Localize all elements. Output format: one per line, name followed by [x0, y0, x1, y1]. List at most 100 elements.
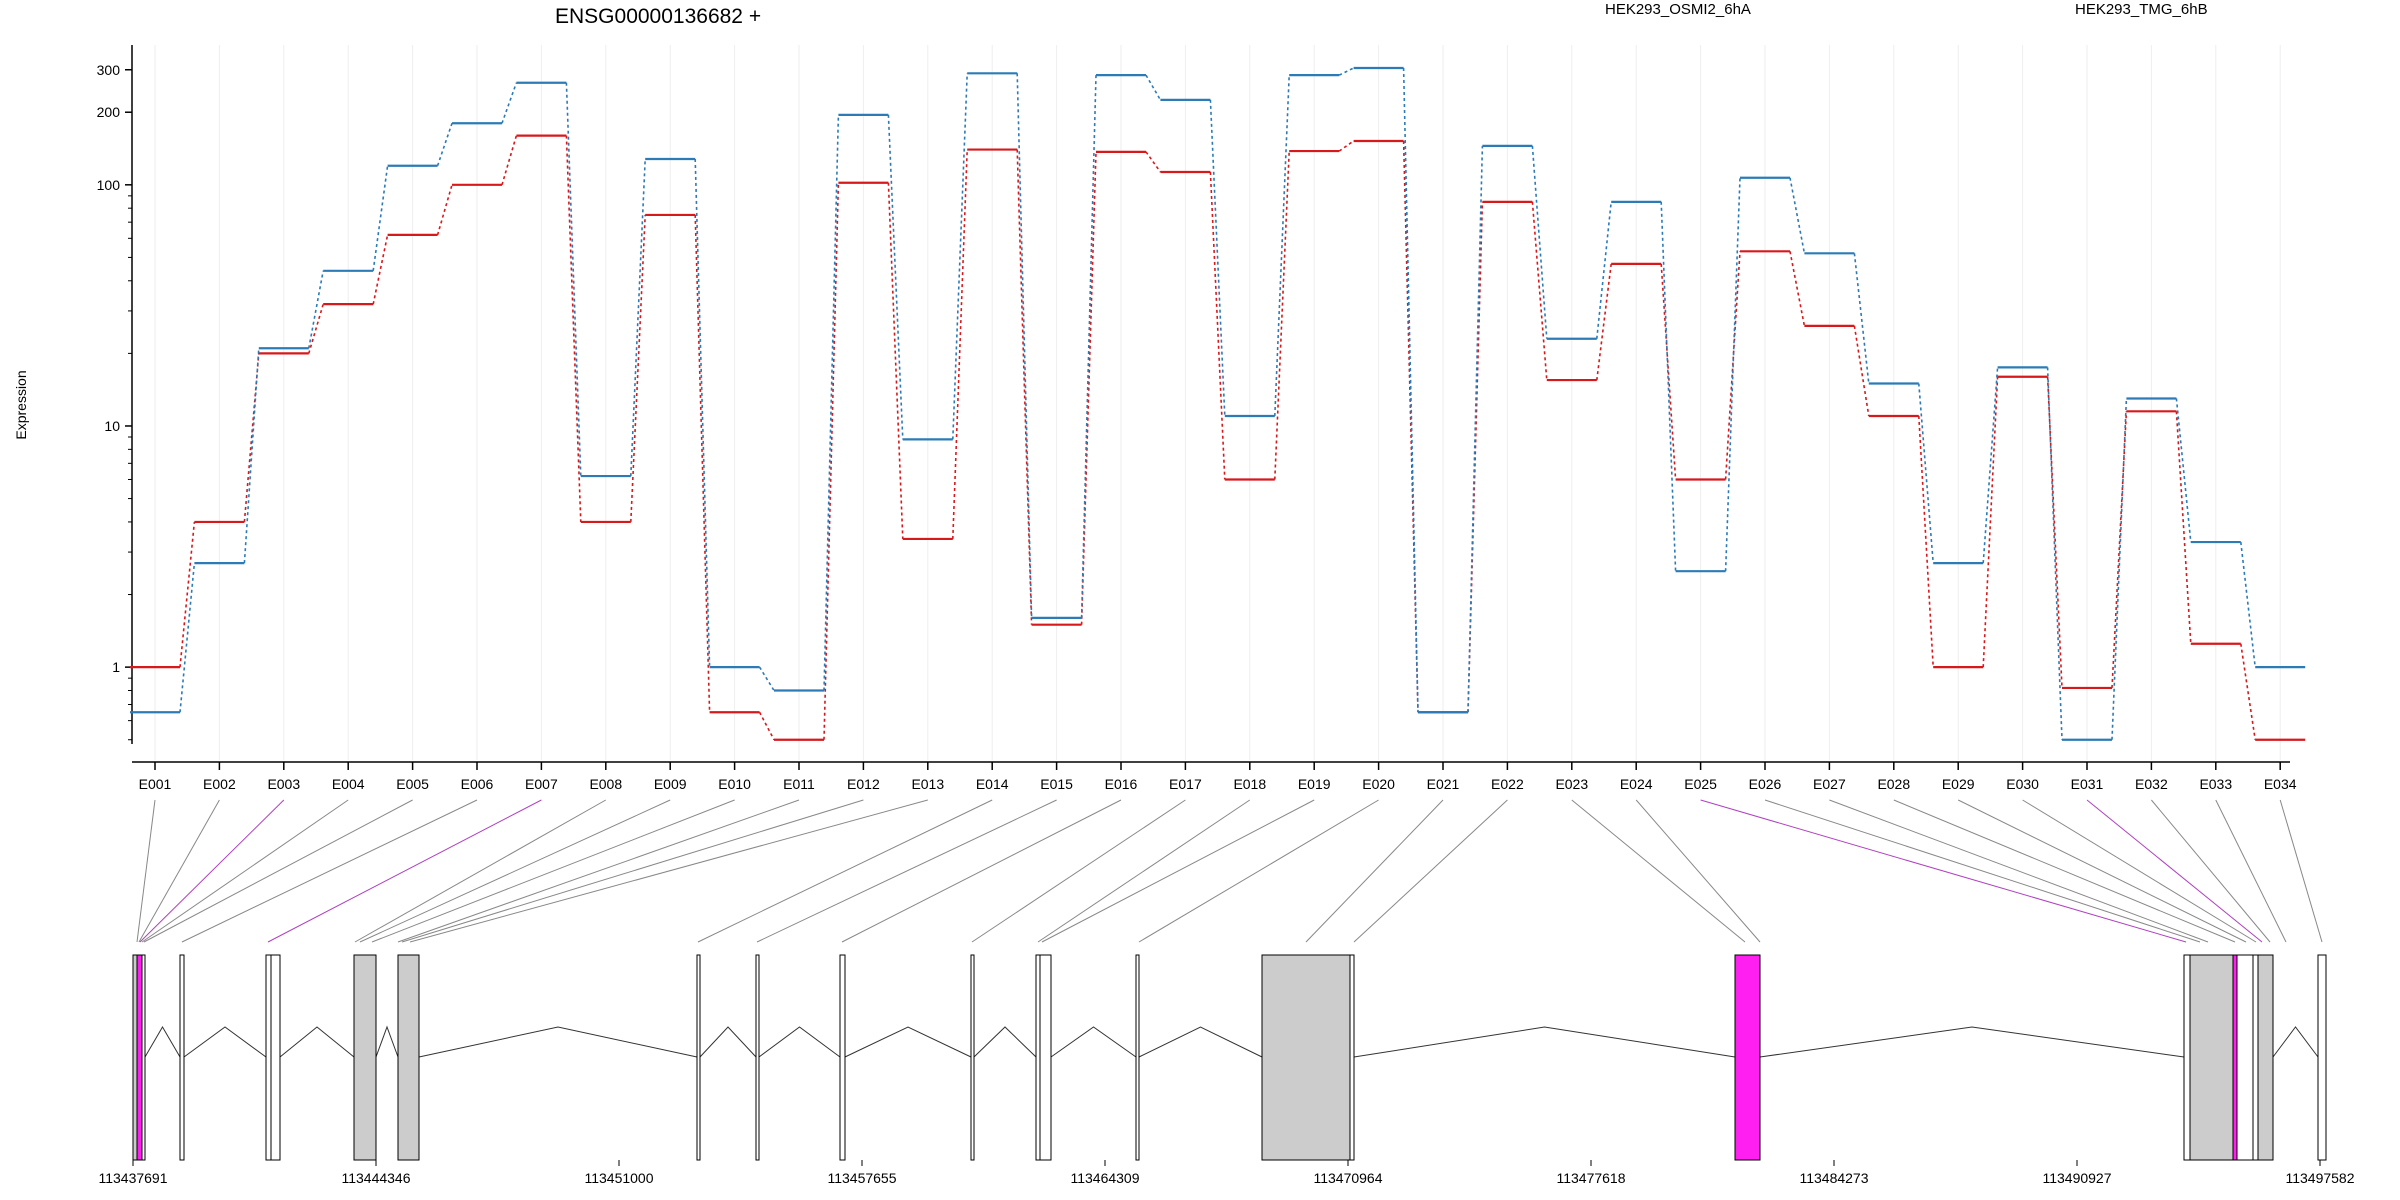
- x-tick-label: E001: [139, 776, 172, 792]
- exon-box: [970, 954, 975, 1161]
- x-tick-label: E022: [1491, 776, 1524, 792]
- series-connector: [2240, 541, 2256, 668]
- x-tick-label: E010: [718, 776, 751, 792]
- series-connector: [1596, 263, 1612, 381]
- exon-connector: [1829, 799, 2209, 943]
- exon-box: [1035, 954, 1041, 1161]
- series-connector: [2111, 398, 2128, 740]
- series-connector: [1145, 151, 1162, 173]
- exon-connector: [2151, 799, 2271, 943]
- y-tick-label: 200: [97, 104, 121, 120]
- series-connector: [436, 123, 453, 166]
- exon-connector-lines: [136, 799, 2323, 943]
- series-connector: [1596, 201, 1612, 339]
- x-tick-label: E003: [267, 776, 300, 792]
- exon-box: [2232, 954, 2238, 1161]
- exon-connector: [2279, 799, 2323, 943]
- intron-line: [973, 1026, 1037, 1058]
- series-connector: [1531, 145, 1548, 339]
- exon-connector: [1635, 799, 1761, 943]
- exon-connector: [2022, 799, 2257, 943]
- exon-box: [397, 954, 420, 1161]
- x-tick-label: E005: [396, 776, 429, 792]
- exon-box: [2257, 954, 2274, 1161]
- intron-line: [2272, 1026, 2319, 1058]
- series-connector: [1402, 140, 1419, 713]
- exon-connector: [136, 799, 156, 943]
- exon-box: [1349, 954, 1355, 1161]
- x-tick-label: E021: [1427, 776, 1460, 792]
- series-connector: [1402, 68, 1419, 713]
- exon-connector: [138, 799, 220, 943]
- exon-connector: [1764, 799, 2201, 943]
- intron-line: [758, 1026, 841, 1058]
- series-connector: [952, 149, 968, 539]
- x-axis: E001 E002 E003 E004 E005 E006 E007 E008 E009 E010…: [132, 761, 2297, 792]
- series-connector: [952, 73, 968, 440]
- series-connector: [1789, 251, 1806, 327]
- intron-line: [375, 1025, 399, 1058]
- exon-connector: [354, 799, 607, 943]
- series-connector: [2240, 643, 2256, 740]
- series-connector: [1274, 75, 1290, 417]
- x-tick-label: E032: [2135, 776, 2168, 792]
- coordinate-tick-label: 113437691: [98, 1170, 167, 1186]
- y-tick-label: 100: [97, 177, 121, 193]
- intron-line: [1138, 1026, 1263, 1058]
- x-tick-label: E019: [1298, 776, 1331, 792]
- exon-connector: [2086, 799, 2263, 943]
- exon-box: [696, 954, 701, 1161]
- exon-box: [1039, 954, 1052, 1161]
- x-tick-label: E009: [654, 776, 687, 792]
- exon-box: [755, 954, 760, 1161]
- series-HEK293_TMG_6hB: [130, 66, 2306, 741]
- legend-label-series-1: HEK293_OSMI2_6hA: [1605, 1, 1751, 18]
- series-connector: [694, 214, 711, 713]
- series-connector: [2046, 376, 2063, 688]
- exon-connector: [409, 799, 928, 943]
- vertical-gridlines: [154, 45, 2281, 760]
- series-connector: [1338, 67, 1354, 76]
- series-connector: [436, 184, 453, 236]
- series-connector: [2175, 398, 2192, 543]
- x-tick-label: E014: [976, 776, 1009, 792]
- series-connector: [308, 303, 324, 354]
- series-connector: [1853, 253, 1870, 384]
- coordinate-tick-label: 113464309: [1070, 1170, 1139, 1186]
- series-connector: [758, 666, 775, 691]
- exon-connector: [143, 799, 413, 943]
- series-connector: [1660, 201, 1677, 572]
- series-connector: [823, 182, 840, 740]
- exon-connector: [2215, 799, 2287, 943]
- coordinate-tick-label: 113444346: [341, 1170, 410, 1186]
- series-connector: [1789, 177, 1806, 254]
- x-tick-label: E016: [1105, 776, 1138, 792]
- coordinate-tick-label: 113484273: [1799, 1170, 1868, 1186]
- x-tick-label: E015: [1040, 776, 1073, 792]
- exon-connector: [756, 799, 1057, 943]
- intron-line: [1353, 1026, 1736, 1058]
- exon-connector: [971, 799, 1186, 943]
- series-connector: [1016, 149, 1033, 625]
- series-connector: [1982, 367, 1999, 564]
- series-connector: [1467, 145, 1484, 713]
- series-connector: [501, 82, 518, 124]
- x-tick-label: E017: [1169, 776, 1202, 792]
- series-connector: [758, 711, 775, 741]
- series-connector: [1918, 383, 1934, 564]
- exon-connector: [1353, 799, 1508, 943]
- x-tick-label: E020: [1362, 776, 1395, 792]
- genomic-coordinate-axis: 113437691 113444346 113451000 113457655 1134…: [98, 1160, 2355, 1186]
- exon-connector: [1041, 799, 1315, 943]
- exon-box: [141, 954, 146, 1161]
- exon-connector: [1893, 799, 2236, 943]
- x-tick-label: E002: [203, 776, 236, 792]
- intron-line: [183, 1026, 267, 1058]
- exon-connector: [1305, 799, 1444, 943]
- exon-box: [839, 954, 846, 1161]
- x-tick-label: E026: [1749, 776, 1782, 792]
- exon-connector: [181, 799, 478, 943]
- series-connector: [308, 270, 324, 349]
- chart-title: ENSG00000136682 +: [555, 5, 761, 28]
